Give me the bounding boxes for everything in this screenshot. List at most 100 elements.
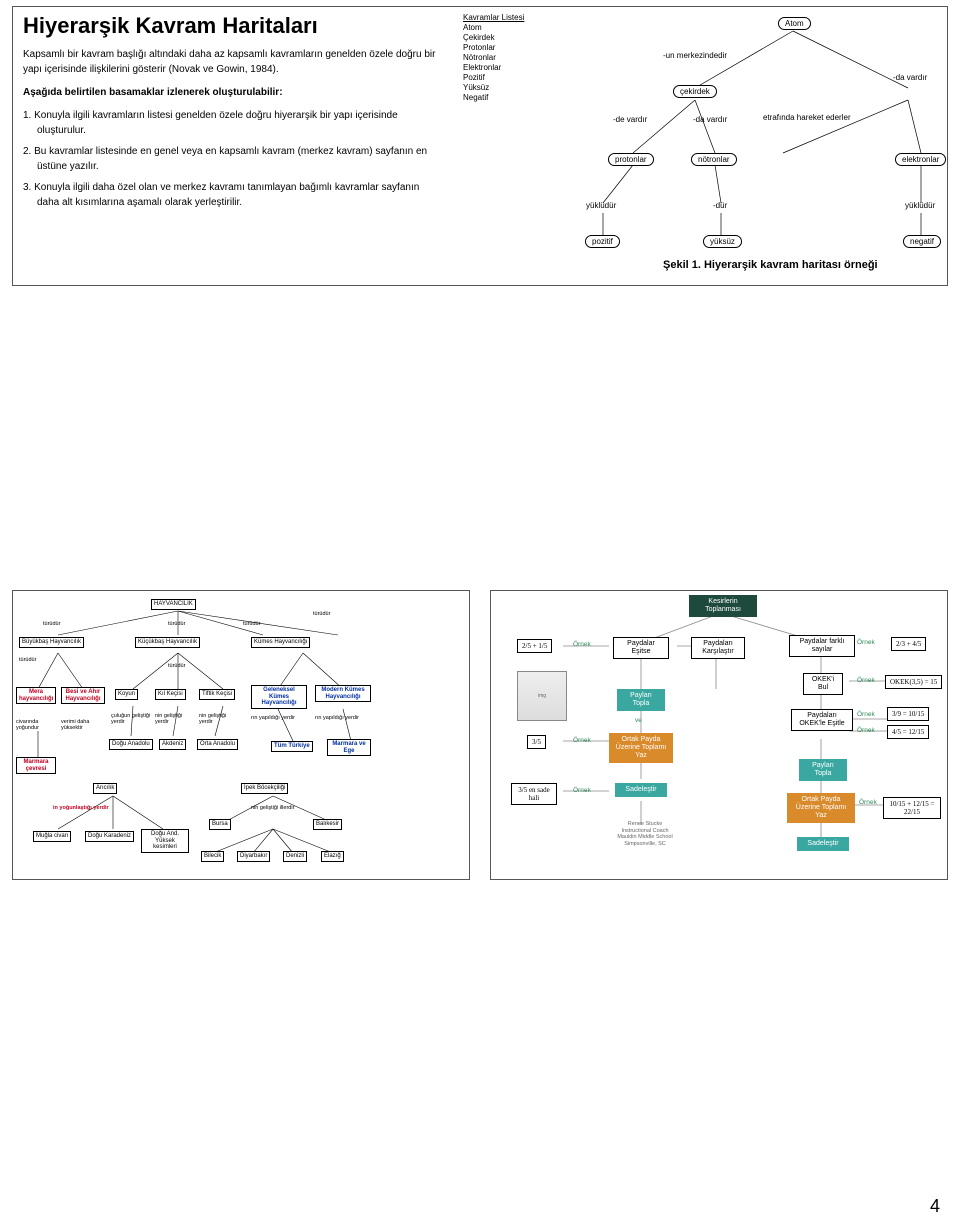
edge-label: ve	[635, 717, 642, 724]
edge-label: Örnek	[573, 737, 591, 744]
edge-label: çuluğun geliştiği yerdir	[111, 713, 151, 725]
edge-label: verimi daha yüksektir	[61, 719, 103, 731]
credit-text: Renee Stucke Instructional Coach Mauldin…	[605, 821, 685, 847]
list-item: Pozitif	[463, 73, 524, 83]
node-example: 3/5	[527, 735, 546, 749]
edge-label: rın yapıldığı yerdir	[315, 715, 369, 721]
edge-label: Örnek	[573, 787, 591, 794]
edge-label: Örnek	[573, 641, 591, 648]
node: Büyükbaş Hayvancılık	[19, 637, 84, 648]
node: Sadeleştir	[615, 783, 667, 797]
slide-bottom-right: Kesirlerin Toplanması 2/5 + 1/5 Örnek Pa…	[490, 590, 948, 880]
list-item: Elektronlar	[463, 63, 524, 73]
br-lines	[491, 591, 949, 881]
edge-label: nin geliştiği illerdir	[251, 805, 294, 811]
node: İpek Böcekçiliği	[241, 783, 288, 794]
edge-label: Örnek	[859, 799, 877, 806]
node: Akdeniz	[159, 739, 186, 750]
concept-diagram: Kavramlar Listesi Atom Çekirdek Protonla…	[463, 13, 943, 281]
node: Tiftik Keçisi	[199, 689, 235, 700]
edge-label: türüdür	[19, 657, 36, 663]
node: Muğla civarı	[33, 831, 71, 842]
node-example: 2/3 + 4/5	[891, 637, 926, 651]
node: Kıl Keçisi	[155, 689, 186, 700]
node-proton: protonlar	[608, 153, 654, 166]
image-placeholder: img	[517, 671, 567, 721]
node-example: 10/15 + 12/15 = 22/15	[883, 797, 941, 819]
node: Denizli	[283, 851, 307, 862]
node: Modern Kümes Hayvancılığı	[315, 685, 371, 702]
step-3: 3. Konuyla ilgili daha özel olan ve merk…	[23, 180, 443, 210]
node: Arıcılık	[93, 783, 117, 794]
edge-label: türüdür	[243, 621, 260, 627]
node: Bursa	[209, 819, 231, 830]
edge-label: -de vardır	[613, 115, 647, 124]
node: Bilecik	[201, 851, 224, 862]
node-example: 3/5 en sade hali	[511, 783, 557, 805]
bl-lines	[13, 591, 471, 881]
concept-list: Kavramlar Listesi Atom Çekirdek Protonla…	[463, 13, 524, 103]
edge-label: Örnek	[857, 639, 875, 646]
list-item: Protonlar	[463, 43, 524, 53]
node: Paydalar farklı sayılar	[789, 635, 855, 657]
node: Doğu And. Yüksek kesimleri	[141, 829, 189, 853]
step-2: 2. Bu kavramlar listesinde en genel veya…	[23, 144, 443, 174]
edge-label: -da vardır	[693, 115, 727, 124]
node: Geleneksel Kümes Hayvancılığı	[251, 685, 307, 709]
node: Paydaları Karşılaştır	[691, 637, 745, 659]
edge-label: nin geliştiği yerdir	[155, 713, 195, 725]
edge-label: Örnek	[857, 677, 875, 684]
edge-label: Örnek	[857, 727, 875, 734]
node: Doğu Anadolu	[109, 739, 153, 750]
node: Doğu Karadeniz	[85, 831, 134, 842]
node: Elazığ	[321, 851, 344, 862]
slide-top: Hiyerarşik Kavram Haritaları Kapsamlı bi…	[12, 6, 948, 286]
edge-label: rın yapıldığı yerdir	[251, 715, 305, 721]
node: Küçükbaş Hayvancılık	[135, 637, 200, 648]
edge-label: -un merkezindedir	[663, 51, 727, 60]
node: Tüm Türkiye	[271, 741, 313, 752]
edge-label: yüklüdür	[586, 201, 616, 210]
figure-caption: Şekil 1. Hiyerarşik kavram haritası örne…	[663, 259, 878, 271]
node: Paydaları OKEK'le Eşitle	[791, 709, 853, 731]
node: Payları Topla	[799, 759, 847, 781]
node-example: 4/5 = 12/15	[887, 725, 929, 739]
node-cekirdek: çekirdek	[673, 85, 717, 98]
page-number: 4	[930, 1196, 940, 1217]
node-pozitif: pozitif	[585, 235, 620, 248]
edge-label: in yoğunlaştığı yerdir	[53, 805, 109, 811]
node: Besi ve Ahır Hayvancılığı	[61, 687, 105, 704]
node: OKEK'i Bul	[803, 673, 843, 695]
edge-label: -dür	[713, 201, 727, 210]
list-item: Negatif	[463, 93, 524, 103]
step-1: 1. Konuyla ilgili kavramların listesi ge…	[23, 108, 443, 138]
node-example: 3/9 = 10/15	[887, 707, 929, 721]
edge-label: etrafında hareket ederler	[763, 113, 851, 122]
node: Payları Topla	[617, 689, 665, 711]
edge-label: civarında yoğundur	[16, 719, 54, 731]
node-title: Kesirlerin Toplanması	[689, 595, 757, 617]
node: Sadeleştir	[797, 837, 849, 851]
list-item: Nötronlar	[463, 53, 524, 63]
edge-label: nin geliştiği yerdir	[199, 713, 239, 725]
node-example: OKEK(3,5) = 15	[885, 675, 942, 689]
node: Marmara çevresi	[16, 757, 56, 774]
steps-header: Aşağıda belirtilen basamaklar izlenerek …	[23, 85, 443, 100]
node: Kümes Hayvancılığı	[251, 637, 310, 648]
node: Mera hayvancılığı	[16, 687, 56, 704]
node: Paydalar Eşitse	[613, 637, 669, 659]
node-yuksuz: yüksüz	[703, 235, 742, 248]
node: Koyun	[115, 689, 138, 700]
title: Hiyerarşik Kavram Haritaları	[23, 13, 443, 39]
node: Ortak Payda Üzerine Toplamı Yaz	[609, 733, 673, 763]
edge-label: türüdür	[168, 663, 185, 669]
node: Diyarbakır	[237, 851, 270, 862]
node: Balıkesir	[313, 819, 342, 830]
edge-label: türüdür	[313, 611, 330, 617]
intro-paragraph: Kapsamlı bir kavram başlığı altındaki da…	[23, 47, 443, 77]
text-column: Hiyerarşik Kavram Haritaları Kapsamlı bi…	[23, 13, 443, 216]
list-item: Yüksüz	[463, 83, 524, 93]
node-root: HAYVANCILIK	[151, 599, 196, 610]
edge-label: -da vardır	[893, 73, 927, 82]
edge-label: yüklüdür	[905, 201, 935, 210]
